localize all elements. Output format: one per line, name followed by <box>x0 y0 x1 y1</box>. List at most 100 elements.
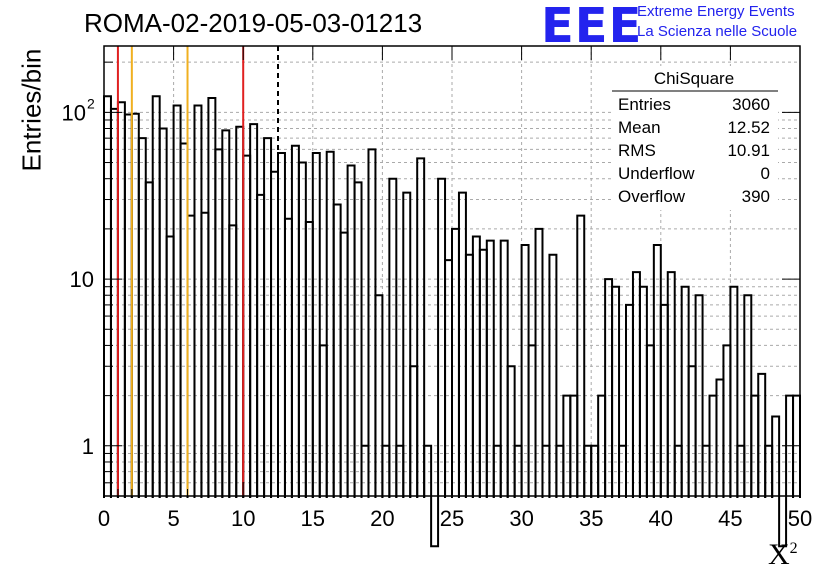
histogram-bin <box>506 365 516 498</box>
stats-label: Underflow <box>618 164 695 183</box>
eee-tagline-1: Extreme Energy Events <box>637 3 795 20</box>
histogram-bin <box>645 344 655 498</box>
stats-box-bg <box>612 66 778 210</box>
stats-label: Entries <box>618 95 671 114</box>
histogram-bin <box>332 203 342 498</box>
histogram-bin <box>235 125 245 498</box>
histogram-bin <box>179 142 189 498</box>
threshold-lines <box>116 46 279 496</box>
histogram-bin <box>430 498 440 548</box>
histogram-bin <box>207 96 217 498</box>
histogram-bin <box>423 444 433 498</box>
histogram-bin <box>659 303 669 498</box>
histogram-bin <box>715 378 725 498</box>
histogram-bin <box>687 365 697 498</box>
histogram-bin <box>638 285 648 498</box>
stats-label: Mean <box>618 118 661 137</box>
histogram-bin <box>666 271 676 498</box>
histogram-bin <box>437 177 447 498</box>
run-title: ROMA-02-2019-05-03-01213 <box>84 8 423 38</box>
stats-label: Overflow <box>618 187 686 206</box>
histogram-bin <box>186 214 196 498</box>
histogram-bin <box>534 227 544 498</box>
histogram-bin <box>631 271 641 498</box>
histogram-bin <box>652 244 662 498</box>
stats-label: RMS <box>618 141 656 160</box>
histogram-bin <box>409 365 419 498</box>
histogram-bin <box>304 220 314 498</box>
y-tick-label: 10 <box>70 267 94 292</box>
x-tick-label: 0 <box>98 506 110 531</box>
stats-title: ChiSquare <box>654 69 734 88</box>
histogram-bin <box>256 193 266 498</box>
eee-tagline-2: La Scienza nelle Scuole <box>637 23 798 40</box>
histogram-bin <box>318 344 328 498</box>
histogram-bin <box>471 235 481 498</box>
histogram-bin <box>165 235 175 498</box>
y-tick-label: 1 <box>82 434 94 459</box>
histogram-bin <box>249 123 259 498</box>
histogram-bin <box>548 253 558 498</box>
histogram-bin <box>604 278 614 498</box>
histogram-bin <box>137 137 147 498</box>
histogram-bin <box>722 344 732 498</box>
histogram-bin <box>346 164 356 498</box>
histogram-bin <box>283 217 293 498</box>
stats-value: 0 <box>761 164 770 183</box>
stats-value: 12.52 <box>727 118 770 137</box>
histogram-bin <box>757 372 767 498</box>
histogram-bin <box>451 227 460 498</box>
stats-value: 10.91 <box>727 141 770 160</box>
x-tick-label: 5 <box>167 506 179 531</box>
x-tick-label: 50 <box>788 506 812 531</box>
histogram-bin <box>193 104 203 498</box>
histogram-bin <box>339 231 349 498</box>
eee-logo: EEE <box>541 0 643 54</box>
histogram-bin <box>263 137 273 498</box>
histogram-bin <box>576 214 586 498</box>
x-tick-label: 30 <box>509 506 533 531</box>
histogram-bin <box>625 303 634 498</box>
histogram-bin <box>103 95 112 498</box>
stats-box: ChiSquare Entries 3060 Mean 12.52 RMS 10.91 Un… <box>612 66 778 210</box>
x-tick-label: 20 <box>370 506 394 531</box>
stats-value: 390 <box>742 187 770 206</box>
histogram-bin <box>290 144 300 498</box>
histogram-bin <box>680 285 690 498</box>
x-tick-label: 15 <box>301 506 325 531</box>
histogram-bin <box>151 95 161 498</box>
histogram-bin <box>228 224 238 498</box>
histogram-bin <box>611 285 621 498</box>
stats-value: 3060 <box>732 95 770 114</box>
histogram-bin <box>242 154 252 498</box>
histogram-bin <box>123 113 133 498</box>
histogram-bin <box>270 170 279 498</box>
histogram-bin <box>116 101 126 498</box>
histogram-bin <box>144 181 154 498</box>
x-axis-label-exponent: 2 <box>789 540 798 557</box>
histogram-bin <box>158 127 168 498</box>
histogram-bins <box>103 95 801 548</box>
histogram-bin <box>527 344 537 498</box>
histogram-bin <box>374 294 384 498</box>
histogram-bin <box>200 211 210 498</box>
histogram-bin <box>221 129 231 498</box>
histogram-bin <box>109 107 119 498</box>
histogram-bin <box>311 152 321 498</box>
histogram-bin <box>297 161 307 498</box>
x-tick-label: 35 <box>579 506 603 531</box>
histogram-bin <box>771 415 781 498</box>
y-tick-label: 10 <box>62 100 86 125</box>
x-tick-label: 45 <box>718 506 742 531</box>
histogram-bin <box>353 181 363 498</box>
histogram-bin <box>402 191 412 498</box>
x-tick-label: 40 <box>649 506 673 531</box>
histogram-bin <box>778 498 788 548</box>
histogram-bin <box>388 177 398 498</box>
histogram-bin <box>729 285 739 498</box>
histogram-bin <box>130 112 140 498</box>
histogram-bin <box>172 104 182 498</box>
